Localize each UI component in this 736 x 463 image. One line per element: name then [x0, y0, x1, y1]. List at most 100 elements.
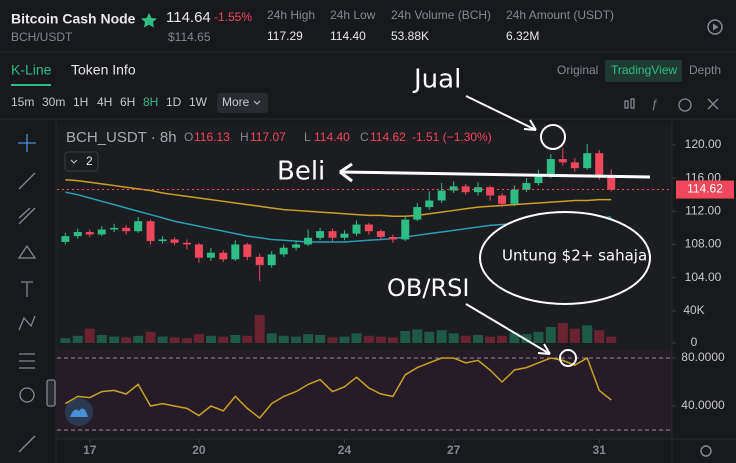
annotation: OB/RSI: [387, 274, 469, 302]
candle-body: [73, 232, 82, 237]
legend-title: BCH_USDT · 8h: [66, 129, 177, 146]
legend-value: 117.07: [250, 130, 286, 144]
stat-label: 24h Amount (USDT): [506, 8, 614, 22]
volume-bar: [557, 323, 568, 343]
volume-bar: [497, 335, 508, 343]
volume-bar: [521, 334, 532, 343]
view-tab[interactable]: TradingView: [611, 63, 677, 77]
stat-value: 114.40: [330, 29, 366, 43]
last-price-tag: [676, 180, 734, 199]
favorite-star[interactable]: [141, 13, 157, 28]
legend-key: C: [360, 130, 369, 144]
tab[interactable]: K-Line: [11, 62, 52, 78]
indicator-toggle[interactable]: [64, 151, 99, 172]
candle-body: [170, 239, 179, 243]
volume-bar: [327, 337, 338, 343]
interval[interactable]: 1W: [189, 95, 208, 109]
moving-average: [65, 179, 612, 217]
candle-body: [570, 162, 579, 169]
fx-icon[interactable]: ƒ: [651, 97, 658, 111]
x-tick-label: 27: [447, 443, 461, 457]
volume-bar: [448, 333, 459, 343]
volume-bar: [509, 332, 520, 343]
candle-body: [449, 186, 458, 191]
y-tick-label: 108.00: [685, 237, 722, 251]
volume-bar: [193, 334, 204, 343]
x-tick-label: 31: [593, 443, 607, 457]
play-icon[interactable]: [713, 23, 719, 31]
rsi-tick-label: 40.0000: [681, 398, 725, 412]
y-tick-label: 112.00: [685, 203, 721, 217]
candle-body: [522, 183, 531, 190]
chevron: [70, 159, 78, 164]
x-tick-label: 17: [83, 443, 97, 457]
interval[interactable]: 8H: [143, 95, 158, 109]
candle-body: [607, 177, 616, 190]
candle-body: [364, 224, 373, 232]
volume-bar: [84, 328, 95, 343]
candle-body: [461, 186, 470, 193]
more-label[interactable]: More: [222, 95, 250, 109]
more-button[interactable]: [217, 93, 268, 113]
candle-body: [122, 227, 131, 232]
volume-bar: [533, 331, 544, 343]
candle-body: [413, 207, 422, 220]
candle-body: [376, 231, 385, 237]
candle-body: [182, 242, 191, 245]
legend-key: L: [304, 130, 311, 144]
stat-value: 117.29: [267, 29, 303, 43]
candle-body: [401, 219, 410, 240]
volume-bar: [569, 328, 580, 343]
volume-bar: [436, 330, 447, 343]
view-tab[interactable]: Original: [557, 63, 598, 77]
candle-body: [279, 247, 288, 255]
candle-body: [206, 252, 215, 258]
play-icon[interactable]: [707, 19, 723, 35]
chart-tools: ƒ: [624, 97, 719, 112]
volume-bar: [133, 335, 144, 343]
volume-bar: [205, 335, 216, 343]
candle-body: [194, 244, 203, 258]
volume-bar: [545, 327, 556, 343]
candle-body: [558, 159, 567, 163]
usd-price: $114.65: [168, 30, 211, 44]
coin-name: Bitcoin Cash Node: [11, 11, 136, 27]
candle-body: [486, 187, 495, 196]
volume-bar: [400, 331, 411, 343]
volume-bar: [303, 334, 314, 343]
interval[interactable]: 30m: [42, 95, 65, 109]
interval[interactable]: 1H: [73, 95, 88, 109]
settings-icon[interactable]: [700, 445, 712, 457]
candle-body: [546, 159, 555, 177]
interval[interactable]: 4H: [97, 95, 112, 109]
indicator-count: 2: [86, 154, 93, 168]
candle-body: [425, 200, 434, 208]
view-tab[interactable]: Depth: [689, 63, 721, 77]
volume-bar: [254, 315, 265, 343]
arrow: [465, 303, 551, 355]
rsi-tick-label: 80.0000: [681, 350, 725, 364]
stat-value: 53.88K: [391, 29, 429, 43]
annotation: Jual: [412, 65, 461, 95]
candle-body: [437, 190, 446, 201]
volume-bar: [351, 333, 362, 343]
interval[interactable]: 6H: [120, 95, 135, 109]
volume-bar: [606, 336, 617, 343]
interval[interactable]: 1D: [166, 95, 182, 109]
volume-bar: [230, 335, 241, 343]
volume-bar: [60, 338, 71, 343]
annotations: Jual Beli OB/RSI Untung $2+ sahaja: [277, 65, 651, 367]
view-tab-active: [605, 60, 682, 82]
x-tick-label: 24: [338, 443, 352, 457]
candle-body: [219, 252, 228, 260]
y-tick-label: 120.00: [685, 137, 722, 151]
volume-bar: [145, 331, 156, 343]
candle-body: [61, 236, 70, 242]
volume-bar: [181, 338, 192, 343]
candle-body: [255, 256, 264, 266]
volume-bar: [278, 335, 289, 343]
tab[interactable]: Token Info: [71, 62, 136, 78]
target-ellipse: [479, 211, 651, 305]
interval[interactable]: 15m: [11, 95, 34, 109]
arrow: [339, 162, 651, 183]
